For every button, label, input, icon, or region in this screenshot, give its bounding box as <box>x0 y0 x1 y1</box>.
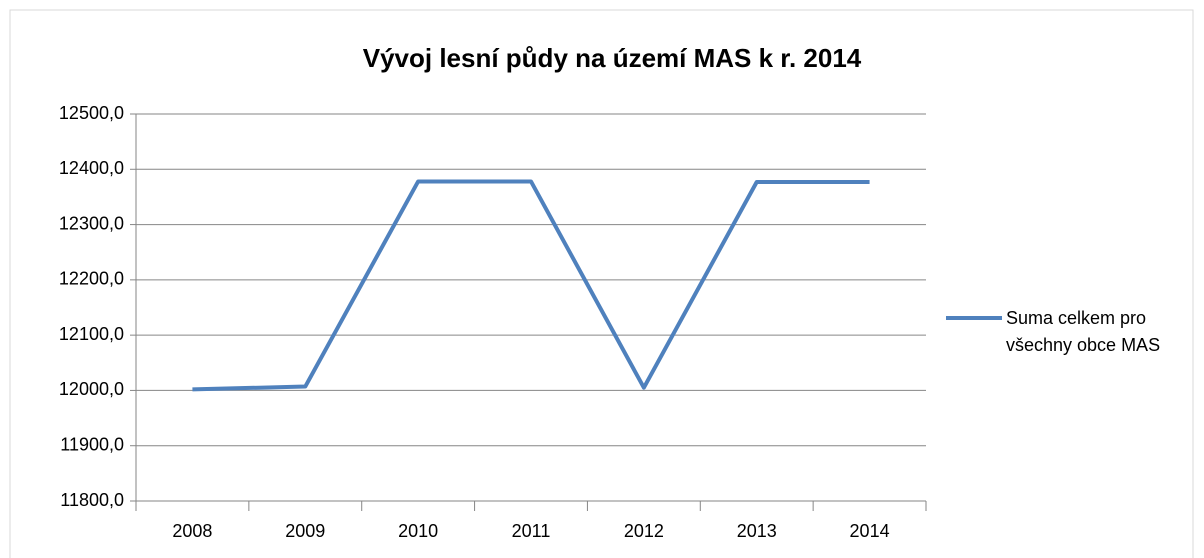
y-tick-label: 12500,0 <box>59 103 124 123</box>
x-tick-label: 2011 <box>512 521 551 541</box>
x-tick-label: 2013 <box>737 521 777 541</box>
y-tick-label: 11800,0 <box>60 490 124 510</box>
y-tick-label: 11900,0 <box>60 434 124 454</box>
y-tick-label: 12300,0 <box>59 213 124 233</box>
x-tick-label: 2014 <box>850 521 890 541</box>
chart-frame <box>9 9 1194 558</box>
y-tick-label: 12400,0 <box>59 158 124 178</box>
y-tick-label: 12100,0 <box>59 324 124 344</box>
x-tick-label: 2009 <box>285 521 325 541</box>
x-tick-label: 2012 <box>624 521 664 541</box>
x-tick-label: 2008 <box>172 521 212 541</box>
y-tick-label: 12000,0 <box>59 379 124 399</box>
data-line <box>192 179 870 392</box>
x-tick-label: 2010 <box>398 521 438 541</box>
y-tick-label: 12200,0 <box>59 269 124 289</box>
legend-label: Suma celkem pro všechny obce MAS <box>1006 308 1161 355</box>
chart-title: Vývoj lesní půdy na území MAS k r. 2014 <box>363 43 862 73</box>
